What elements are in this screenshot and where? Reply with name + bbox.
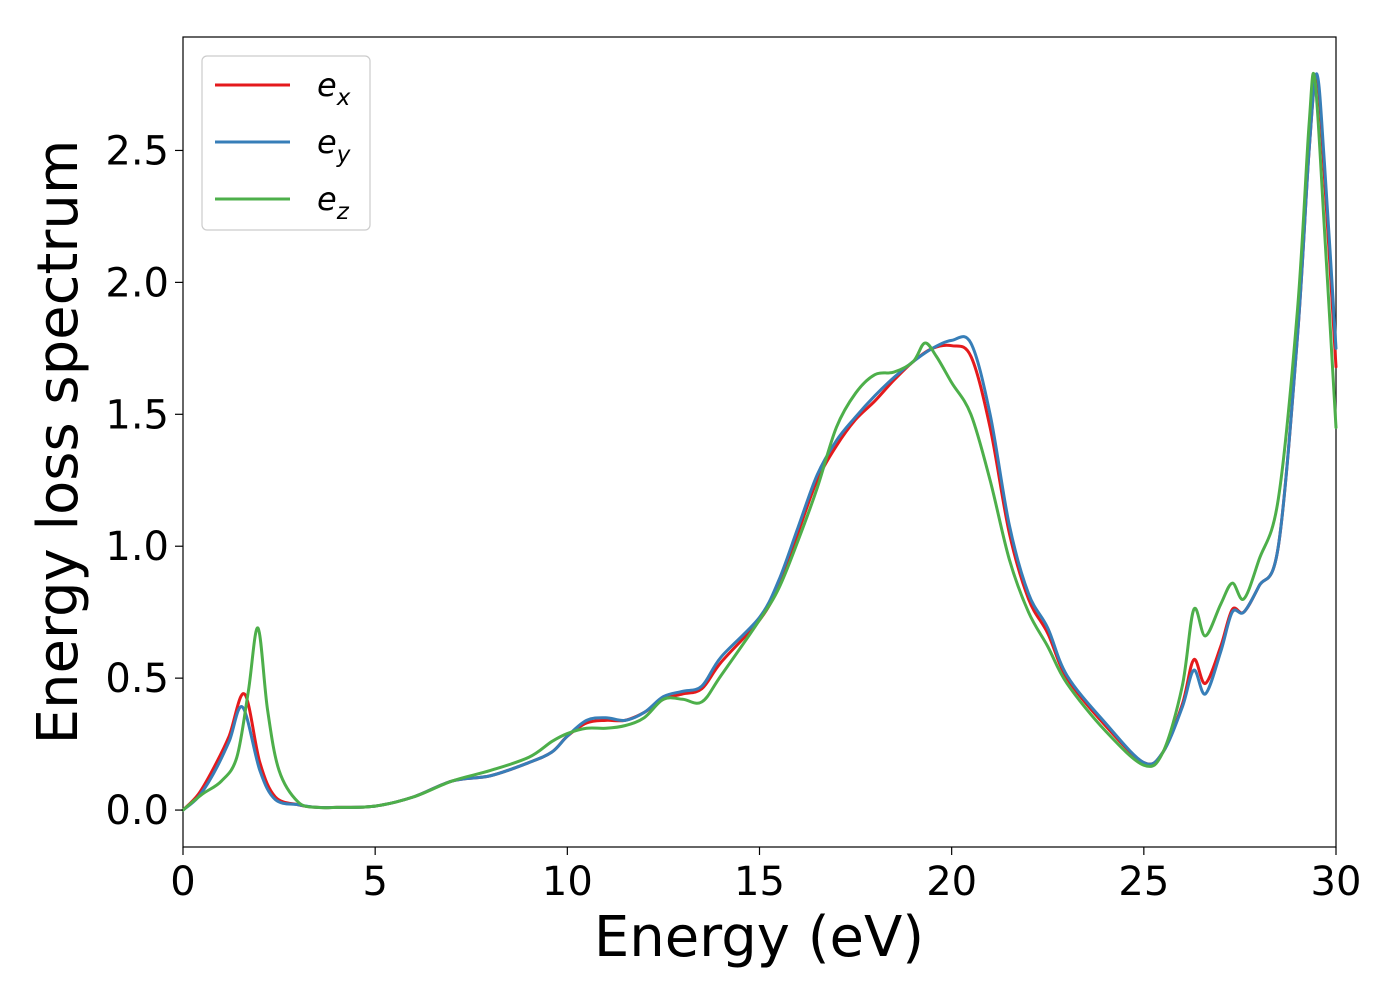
legend-label-ey: ey [317,123,351,168]
legend-label-ex: ex [317,66,351,111]
legend: ex ey ez [201,55,371,231]
y-tick-label: 2.0 [105,260,169,306]
y-axis-label: Energy loss spectrum [26,140,91,745]
y-tick-label: 1.0 [105,524,169,570]
plot-area [181,36,1338,848]
series-line-ez [181,71,1338,812]
legend-label-ez: ez [317,180,350,225]
y-tick-label: 2.5 [105,128,169,174]
y-tick-label: 0.5 [105,656,169,702]
x-axis-label: Energy (eV) [594,905,924,970]
x-tick-label: 5 [362,859,387,905]
plot-frame [182,36,1337,848]
x-tick-label: 20 [926,859,977,905]
x-tick-label: 25 [1118,859,1169,905]
x-tick-label: 30 [1311,859,1362,905]
x-tick-label: 15 [734,859,785,905]
series-layer [181,71,1338,812]
x-tick-label: 10 [542,859,593,905]
x-axis-ticks: 0 5 10 15 20 25 30 [170,847,1361,905]
y-tick-label: 1.5 [105,392,169,438]
y-tick-label: 0.0 [105,788,169,834]
y-axis-ticks: 0.0 0.5 1.0 1.5 2.0 2.5 [105,128,183,834]
x-tick-label: 0 [170,859,195,905]
